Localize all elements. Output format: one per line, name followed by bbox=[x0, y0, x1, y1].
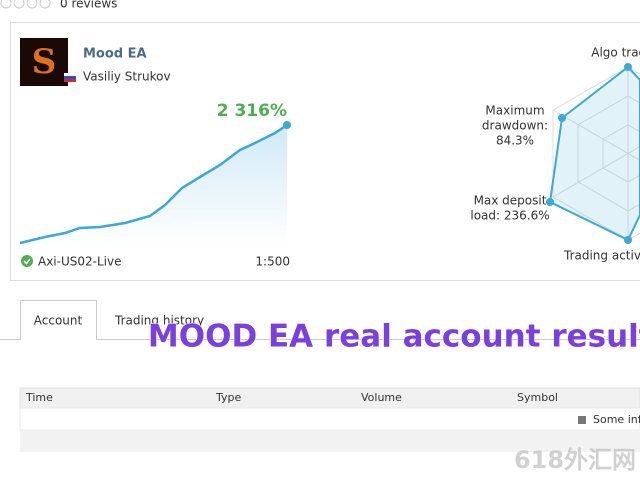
author[interactable]: Vasiliy Strukov bbox=[83, 70, 171, 84]
info-icon bbox=[578, 416, 586, 424]
reviews[interactable]: 0 reviews bbox=[60, 0, 117, 11]
leverage: 1:500 bbox=[255, 255, 290, 269]
tab[interactable]: Account bbox=[34, 314, 83, 328]
avatar[interactable] bbox=[20, 38, 68, 86]
radar-label: Algo trading bbox=[591, 46, 640, 60]
check bbox=[23, 258, 31, 265]
verified-icon bbox=[21, 255, 33, 267]
tab-active bbox=[20, 300, 97, 340]
tab-mask bbox=[21, 338, 96, 341]
radar-label: Maximum bbox=[485, 104, 544, 118]
avatar-glyph: S bbox=[32, 42, 57, 82]
radar-points bbox=[546, 63, 632, 244]
growth: 2 316% bbox=[217, 101, 287, 121]
flag bbox=[64, 76, 76, 79]
radar-label: 84.3% bbox=[496, 134, 534, 148]
table-row bbox=[19, 407, 640, 431]
col-header: Volume bbox=[361, 391, 402, 404]
radar-label: Trading activi bbox=[563, 249, 640, 263]
watermark: 618外汇网 bbox=[514, 446, 636, 474]
flag bbox=[64, 79, 76, 82]
rating-stars bbox=[0, 0, 51, 9]
table-row bbox=[20, 430, 640, 452]
growth-line bbox=[19, 123, 288, 245]
radar-label: Max deposit bbox=[474, 194, 547, 208]
radar-label: load: 236.6% bbox=[470, 209, 549, 223]
col-header: Symbol bbox=[517, 391, 558, 404]
growth-end bbox=[283, 121, 291, 129]
growth-area bbox=[20, 125, 287, 245]
signal-name[interactable]: Mood EA bbox=[83, 47, 147, 62]
info-note: Some info bbox=[593, 413, 640, 426]
col-header: Type bbox=[215, 391, 241, 404]
tab[interactable]: Trading history bbox=[114, 314, 204, 328]
col-header: Time bbox=[25, 391, 53, 404]
radar-label: drawdown: bbox=[482, 119, 548, 133]
flag bbox=[64, 73, 76, 76]
overlay-caption: MOOD EA real account results bbox=[148, 319, 640, 355]
server[interactable]: Axi-US02-Live bbox=[38, 255, 121, 269]
